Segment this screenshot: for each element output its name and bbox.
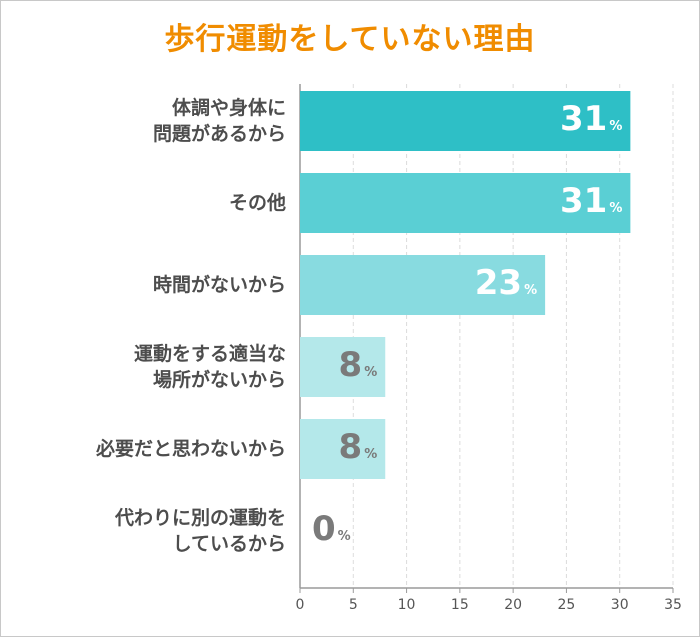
category-label-line: 場所がないから <box>152 369 286 391</box>
category-label-line: 問題があるから <box>152 123 286 145</box>
x-tick-label: 10 <box>397 597 416 613</box>
category-label: 代わりに別の運動をしているから <box>6 505 286 557</box>
value-unit: % <box>364 447 378 462</box>
x-tick-label: 30 <box>610 597 629 613</box>
value-number: 23 <box>474 263 523 303</box>
category-label: その他 <box>6 190 286 216</box>
x-tick-label: 25 <box>557 597 576 613</box>
value-label: 8% <box>339 345 378 385</box>
bar <box>300 255 546 315</box>
x-tick-label: 35 <box>664 597 682 613</box>
value-number: 8 <box>338 345 363 385</box>
chart-title: 歩行運動をしていない理由 <box>164 22 536 57</box>
x-tick-label: 20 <box>504 597 523 613</box>
category-label: 体調や身体に問題があるから <box>6 95 286 147</box>
value-label: 31% <box>560 99 622 139</box>
value-label: 31% <box>560 181 622 221</box>
bar <box>300 173 631 233</box>
category-label: 時間がないから <box>6 272 286 298</box>
value-unit: % <box>524 283 538 298</box>
category-label: 必要だと思わないから <box>6 436 286 462</box>
category-label-line: 体調や身体に <box>171 97 286 119</box>
category-label-line: しているから <box>172 533 286 555</box>
bar <box>300 419 386 479</box>
category-label-line: 代わりに別の運動を <box>114 507 286 529</box>
category-label-line: その他 <box>228 192 286 214</box>
value-number: 31 <box>560 181 608 221</box>
category-label-line: 時間がないから <box>152 274 286 296</box>
bar <box>300 91 631 151</box>
x-tick-label: 15 <box>450 597 469 613</box>
category-label-line: 必要だと思わないから <box>95 438 286 460</box>
x-tick-label: 5 <box>348 597 358 613</box>
value-unit: % <box>337 529 351 544</box>
x-tick-label: 0 <box>295 597 305 613</box>
category-label: 運動をする適当な場所がないから <box>6 341 286 393</box>
value-label: 0% <box>312 509 351 549</box>
value-unit: % <box>609 201 623 216</box>
bar <box>300 337 386 397</box>
value-label: 23% <box>475 263 537 303</box>
value-number: 8 <box>338 427 363 467</box>
value-unit: % <box>609 119 623 134</box>
value-number: 0 <box>312 509 336 549</box>
category-label-line: 運動をする適当な <box>133 343 286 365</box>
value-label: 8% <box>339 427 378 467</box>
value-unit: % <box>364 365 378 380</box>
value-number: 31 <box>560 99 608 139</box>
